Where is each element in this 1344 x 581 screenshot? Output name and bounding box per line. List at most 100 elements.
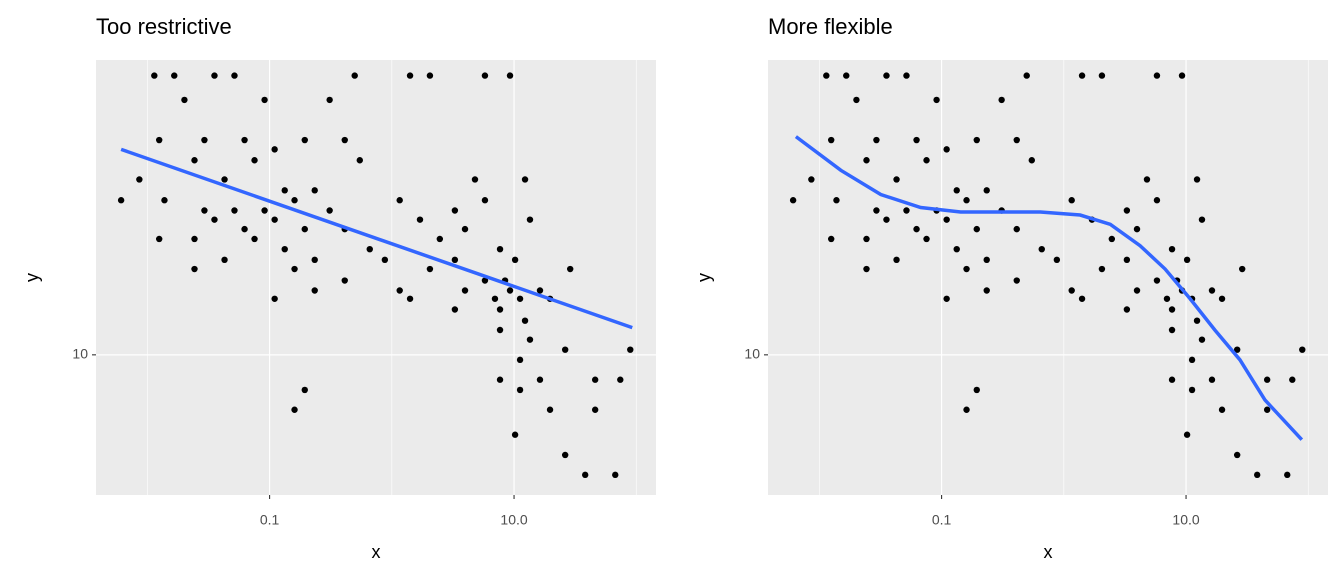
point — [1178, 72, 1186, 79]
point — [117, 197, 125, 204]
x-tick-label: 10.0 — [1172, 512, 1199, 528]
point — [789, 197, 797, 204]
point — [396, 197, 403, 204]
y-tick-label: 10 — [744, 346, 760, 362]
point — [281, 187, 288, 194]
point — [221, 176, 228, 183]
point — [1193, 176, 1201, 183]
point — [617, 376, 624, 383]
point — [396, 287, 403, 294]
point — [873, 136, 880, 144]
point — [191, 157, 198, 164]
point — [521, 317, 529, 324]
point — [1198, 216, 1206, 223]
point — [326, 96, 333, 104]
point — [231, 207, 238, 214]
point — [973, 225, 980, 233]
point — [923, 235, 930, 243]
point — [1263, 376, 1271, 383]
point — [241, 225, 248, 233]
point — [261, 207, 268, 214]
point — [1168, 245, 1176, 253]
point — [973, 136, 980, 144]
y-tick-label: 10 — [72, 346, 88, 362]
point — [536, 376, 544, 383]
point — [1238, 265, 1246, 273]
point — [136, 176, 143, 183]
point — [251, 157, 258, 164]
point — [471, 176, 479, 183]
point — [863, 265, 870, 273]
point — [506, 287, 514, 294]
point — [863, 157, 870, 164]
chart-title: Too restrictive — [96, 14, 232, 39]
point — [436, 235, 444, 243]
point — [1233, 451, 1241, 459]
point — [566, 265, 574, 273]
point — [1208, 287, 1216, 294]
point — [406, 72, 414, 79]
point — [511, 256, 519, 264]
point — [281, 245, 288, 253]
point — [883, 216, 890, 223]
point — [1168, 376, 1176, 383]
point — [1108, 235, 1116, 243]
point — [1143, 176, 1151, 183]
chart-title: More flexible — [768, 14, 893, 39]
point — [171, 72, 178, 79]
point — [1153, 277, 1161, 284]
point — [526, 336, 534, 343]
point — [963, 406, 970, 413]
point — [151, 72, 158, 79]
point — [1263, 406, 1271, 413]
point — [341, 277, 348, 284]
point — [416, 216, 424, 223]
point — [612, 471, 619, 479]
point — [913, 136, 920, 144]
point — [1253, 471, 1261, 479]
point — [591, 406, 599, 413]
point — [366, 245, 373, 253]
point — [1023, 72, 1030, 79]
point — [1133, 225, 1141, 233]
point — [156, 235, 163, 243]
point — [823, 72, 830, 79]
point — [1068, 287, 1075, 294]
point — [1098, 72, 1106, 79]
point — [546, 406, 554, 413]
point — [1028, 157, 1035, 164]
panel: 0.1 10.0 10 More flexible x y — [694, 14, 1328, 562]
point — [973, 386, 980, 394]
point — [1013, 225, 1020, 233]
panel: 0.1 10.0 10 Too restrictive x y — [22, 14, 656, 562]
point — [516, 295, 524, 302]
point — [481, 72, 489, 79]
point — [516, 356, 524, 364]
x-axis-label: x — [372, 542, 381, 562]
point — [191, 265, 198, 273]
point — [943, 146, 950, 153]
point — [1013, 277, 1020, 284]
point — [496, 326, 504, 334]
point — [521, 176, 529, 183]
point — [1299, 346, 1306, 353]
point — [923, 157, 930, 164]
point — [351, 72, 358, 79]
plot-background — [768, 60, 1328, 495]
x-tick-label: 0.1 — [260, 512, 280, 528]
point — [1053, 256, 1061, 264]
y-axis-label: y — [22, 273, 42, 282]
point — [983, 187, 990, 194]
point — [201, 136, 208, 144]
point — [1038, 245, 1045, 253]
point — [181, 96, 188, 104]
point — [933, 96, 940, 104]
point — [1168, 326, 1176, 334]
point — [381, 256, 389, 264]
point — [943, 216, 950, 223]
point — [261, 96, 268, 104]
point — [913, 225, 920, 233]
point — [1078, 295, 1086, 302]
point — [1208, 376, 1216, 383]
point — [311, 287, 318, 294]
